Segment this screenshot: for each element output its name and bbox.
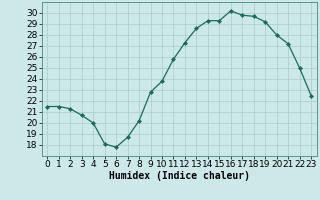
X-axis label: Humidex (Indice chaleur): Humidex (Indice chaleur) xyxy=(109,171,250,181)
